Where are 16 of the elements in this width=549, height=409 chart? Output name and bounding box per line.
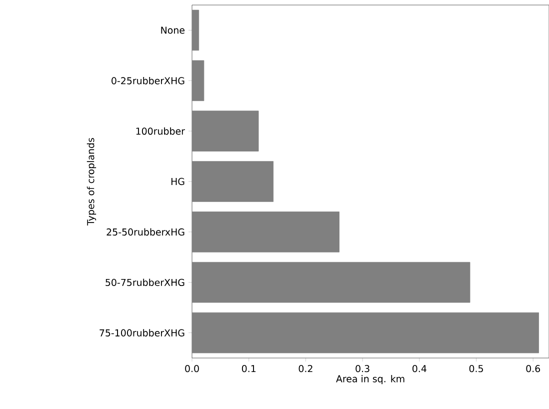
y-tick-label: None <box>161 26 184 34</box>
x-tick-label: 0.3 <box>356 365 370 372</box>
y-tick-label: 25-50rubberxHG <box>106 228 184 236</box>
x-tick-label: 0.6 <box>526 365 540 372</box>
y-tick-label: 100rubber <box>136 127 185 135</box>
y-axis-title: Types of croplands <box>86 138 96 226</box>
x-axis-title: Area in sq. km <box>336 375 404 384</box>
y-tick-label: 0-25rubberXHG <box>112 76 184 84</box>
y-tick-label: HG <box>171 178 184 186</box>
x-tick-label: 0.0 <box>185 365 199 372</box>
x-tick-label: 0.2 <box>298 365 312 372</box>
x-tick-label: 0.1 <box>242 365 256 372</box>
y-tick-label: 50-75rubberXHG <box>106 278 184 286</box>
x-tick-label: 0.4 <box>412 365 426 372</box>
x-tick-label: 0.5 <box>469 365 483 372</box>
y-tick-label: 75-100rubberXHG <box>100 329 184 336</box>
